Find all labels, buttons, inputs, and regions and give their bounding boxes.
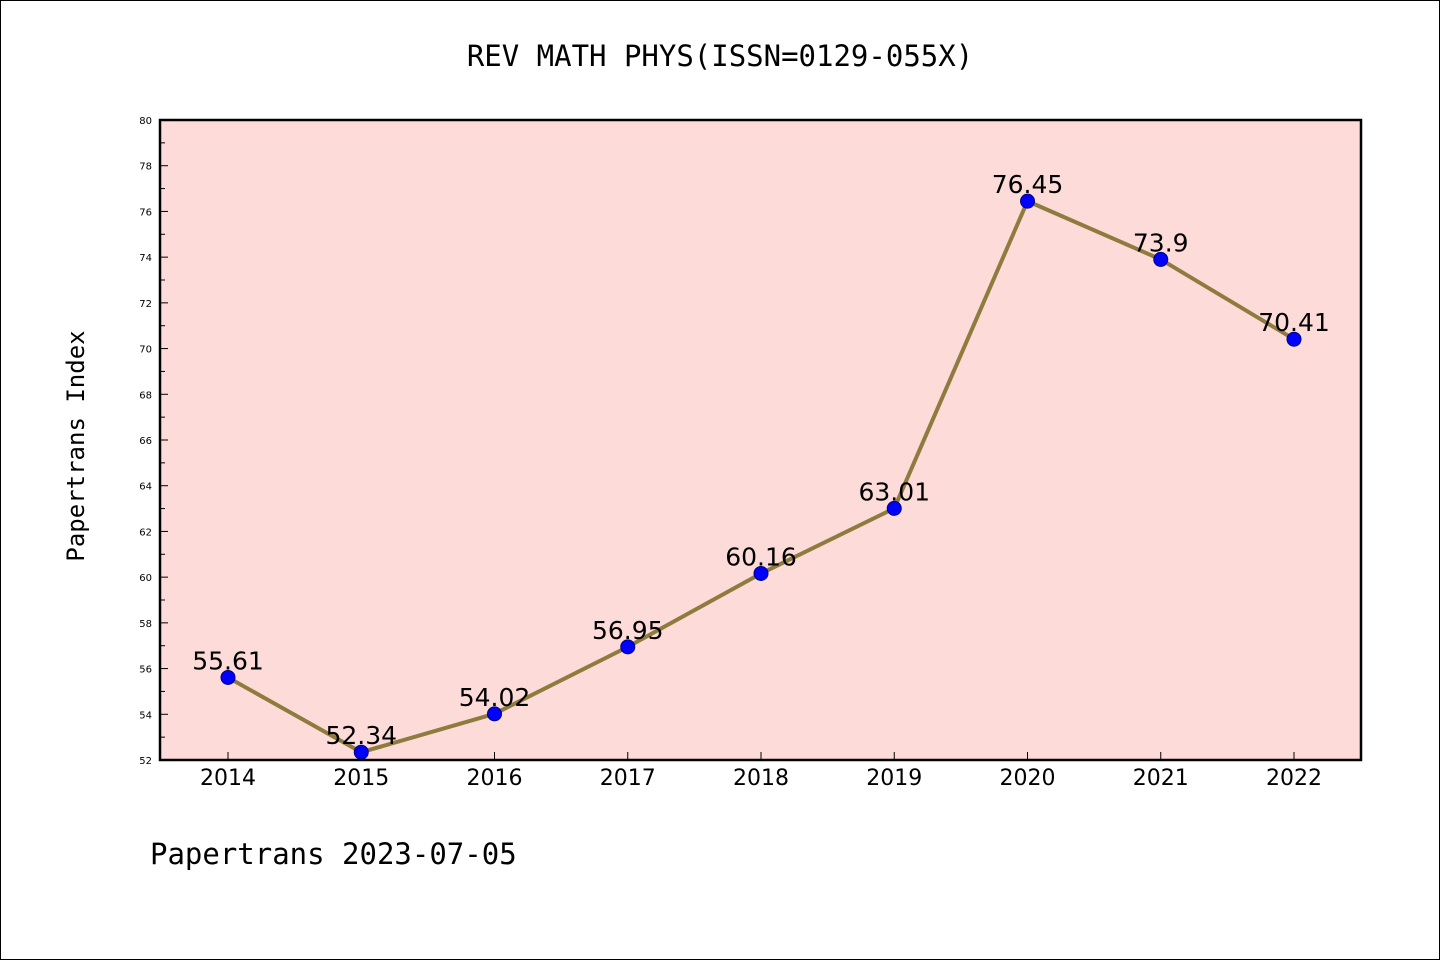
x-tick-label: 2018: [733, 766, 789, 791]
y-axis-label: Papertrans Index: [62, 330, 90, 561]
data-labels-group: 55.61 52.34 54.02 56.95 60.16 63.01 76.45 73.9 7…: [192, 170, 1330, 750]
x-tick-label: 2020: [1000, 766, 1056, 791]
data-point-marker: [220, 669, 236, 685]
y-tick-label: 60: [139, 573, 152, 584]
x-axis-ticks: 2014 2015 2016 2017 2018 2019 2020 2021 2022: [200, 752, 1322, 791]
data-label: 73.9: [1133, 228, 1189, 257]
y-tick-label: 56: [139, 665, 152, 676]
x-tick-label: 2022: [1266, 766, 1322, 791]
x-tick-label: 2017: [600, 766, 656, 791]
x-tick-label: 2015: [333, 766, 389, 791]
y-tick-label: 74: [139, 253, 152, 264]
chart-title: REV MATH PHYS(ISSN=0129-055X): [467, 39, 973, 73]
y-tick-label: 54: [139, 710, 152, 721]
x-tick-label: 2016: [467, 766, 523, 791]
x-tick-label: 2014: [200, 766, 256, 791]
data-point-marker: [620, 639, 636, 655]
y-tick-label: 70: [139, 345, 152, 356]
data-label: 60.16: [725, 542, 797, 571]
x-tick-label: 2019: [866, 766, 922, 791]
data-label: 55.61: [192, 646, 264, 675]
y-tick-label: 68: [139, 390, 152, 401]
plot-border: [158, 118, 1363, 762]
markers-group: [220, 193, 1302, 760]
y-tick-label: 76: [139, 207, 152, 218]
data-label: 54.02: [459, 683, 531, 712]
data-label: 76.45: [992, 170, 1064, 199]
y-tick-label: 62: [139, 527, 152, 538]
y-tick-label: 80: [139, 116, 152, 127]
data-label: 63.01: [858, 477, 930, 506]
x-tick-label: 2021: [1133, 766, 1189, 791]
y-tick-label: 66: [139, 436, 152, 447]
y-tick-label: 72: [139, 299, 152, 310]
data-point-marker: [753, 565, 769, 581]
data-point-marker: [1020, 193, 1035, 209]
data-label: 56.95: [592, 616, 664, 645]
data-label: 70.41: [1258, 308, 1330, 337]
data-label: 52.34: [325, 721, 397, 750]
data-point-marker: [1153, 251, 1169, 267]
y-tick-label: 58: [139, 619, 152, 630]
y-axis-ticks: 52 54 56 58 60 62 64 66 68 70 72 74 76 78 80: [139, 116, 168, 767]
plot-area: [160, 120, 1361, 760]
data-point-marker: [1286, 331, 1302, 347]
y-tick-label: 64: [139, 482, 152, 493]
data-point-marker: [487, 706, 502, 722]
y-tick-label: 78: [139, 162, 152, 173]
data-point-marker: [886, 500, 902, 516]
footer-date: Papertrans 2023-07-05: [150, 837, 517, 871]
y-tick-label: 52: [139, 756, 152, 767]
